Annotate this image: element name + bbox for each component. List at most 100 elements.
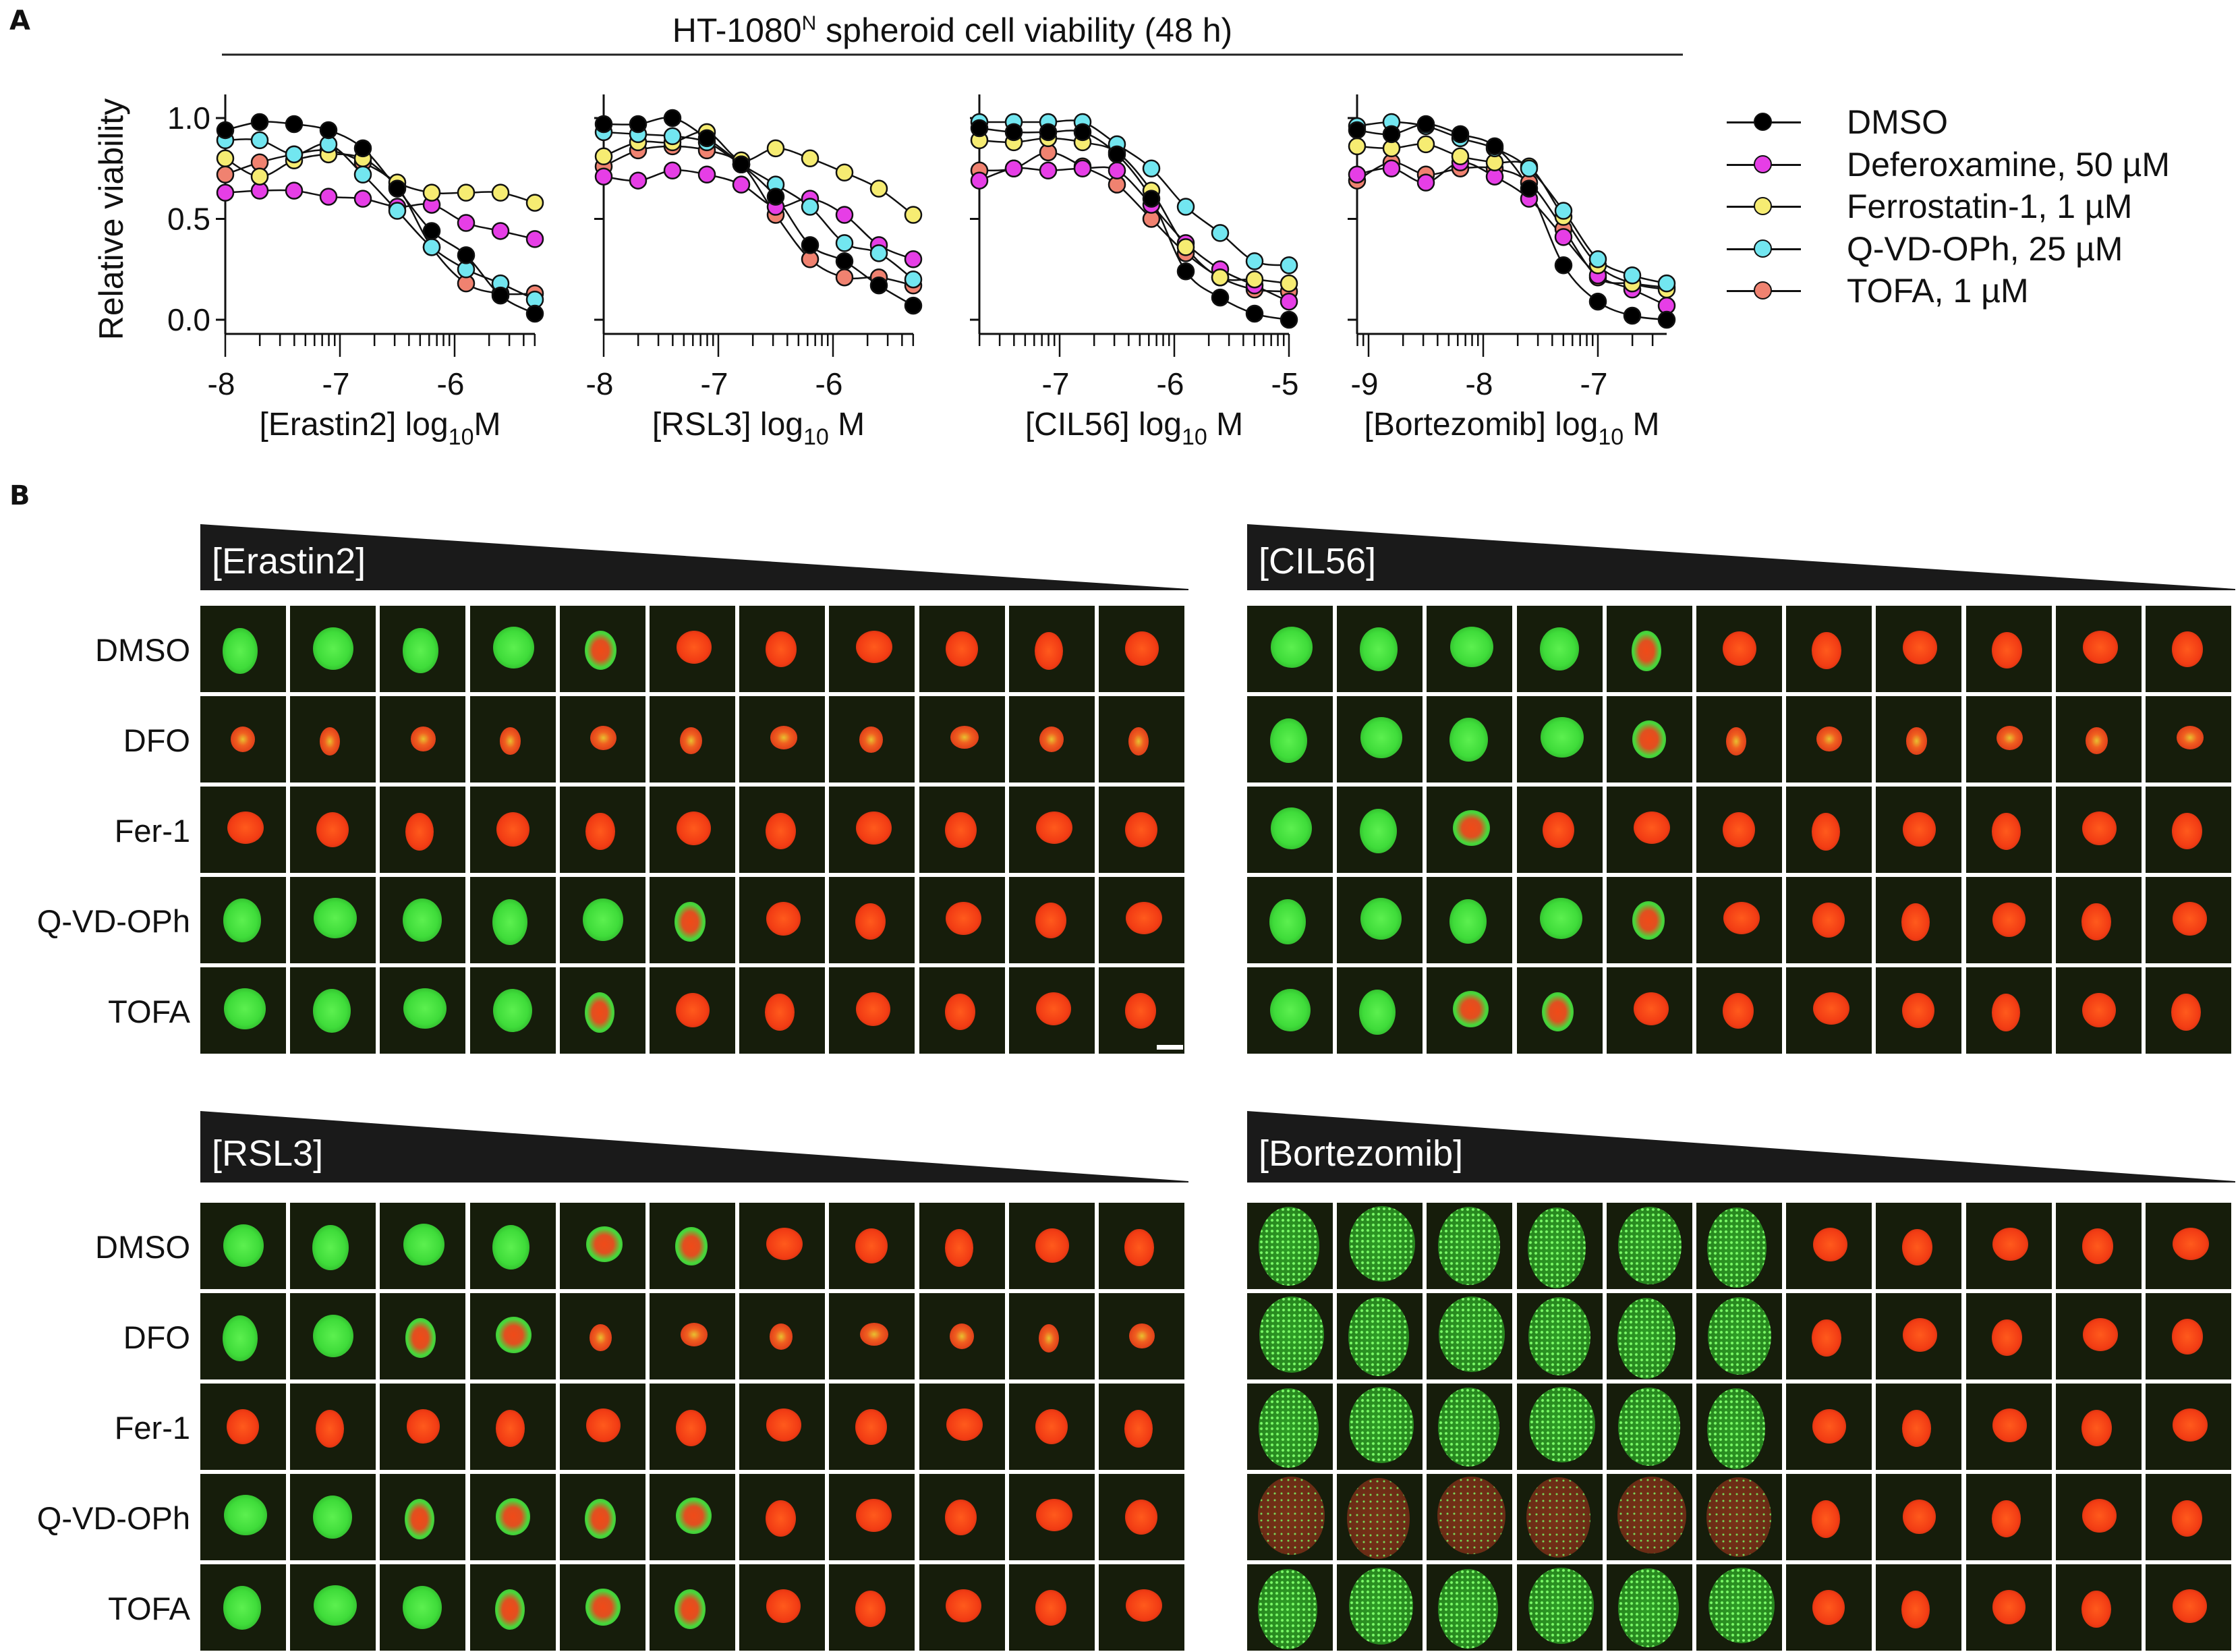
spheroid: [1437, 1568, 1498, 1649]
legend-marker-icon: [1727, 109, 1801, 136]
spheroid: [1991, 1500, 2021, 1537]
spheroid-image: [2146, 696, 2231, 782]
spheroid-image: [2055, 606, 2142, 692]
legend-item: Deferoxamine, 50 µM: [1727, 144, 2170, 186]
spheroid-image: [1099, 967, 1184, 1054]
spheroid: [2171, 812, 2202, 849]
spheroid: [2082, 992, 2116, 1027]
spheroid-image: [380, 1564, 466, 1651]
spheroid: [496, 1317, 532, 1354]
data-point-dmso: [1176, 262, 1195, 281]
spheroid-image: [919, 1203, 1005, 1289]
spheroid-image: [1247, 1384, 1333, 1470]
spheroid-image: [2055, 1474, 2142, 1560]
spheroid: [770, 726, 798, 750]
row-label: TOFA: [108, 1591, 190, 1626]
row-label: DMSO: [95, 632, 190, 668]
x-label-subscript: 10: [1598, 424, 1624, 450]
spheroid-image: [1786, 606, 1872, 692]
spheroid: [1035, 992, 1072, 1026]
data-point-dmso: [766, 188, 785, 206]
spheroid: [1129, 1323, 1155, 1348]
fit-curve-dmso: [603, 117, 914, 307]
spheroid: [2082, 631, 2119, 664]
spheroid: [676, 992, 710, 1027]
spheroid-image: [200, 1474, 286, 1560]
spheroid-image: [1786, 877, 1872, 963]
spheroid-image: [829, 1384, 915, 1470]
spheroid: [1632, 901, 1665, 940]
spheroid-image: [1427, 606, 1513, 692]
spheroid: [1540, 898, 1582, 940]
x-tick-label: -7: [1580, 366, 1608, 401]
title-main: HT-1080: [672, 11, 802, 49]
spheroid: [856, 630, 893, 663]
data-point-q-vd-oph: [1588, 250, 1607, 268]
spheroid-image: [1247, 1293, 1333, 1379]
spheroid: [1901, 903, 1930, 942]
spheroid-image: [1696, 1293, 1782, 1379]
spheroid-image: [1099, 1384, 1184, 1470]
spheroid-image: [380, 877, 466, 963]
fit-curve-ferrostatin-1: [603, 130, 914, 216]
row-label: Q-VD-OPh: [36, 1500, 190, 1536]
spheroid-image: [1786, 967, 1872, 1054]
concentration-wedge: [Bortezomib]: [1247, 1111, 2235, 1183]
data-point-dmso: [1211, 288, 1230, 307]
spheroid: [1902, 993, 1935, 1028]
spheroid: [493, 627, 535, 669]
spheroid-image: [1606, 606, 1692, 692]
spheroid-image: [469, 1384, 556, 1470]
x-tick-label: -5: [1271, 366, 1299, 401]
spheroid-image: [739, 1384, 826, 1470]
spheroid: [855, 1590, 886, 1627]
spheroid-image: [829, 1203, 915, 1289]
spheroid-image: [1965, 1293, 2052, 1379]
spheroid: [2081, 1590, 2111, 1628]
data-point-deferoxamine: [1348, 165, 1367, 183]
spheroid-image: [1786, 696, 1872, 782]
spheroid: [1901, 1409, 1932, 1447]
spheroid: [769, 1323, 793, 1350]
spheroid-image: [1247, 696, 1333, 782]
data-point-q-vd-oph: [869, 244, 888, 262]
spheroid: [402, 627, 439, 673]
spheroid-image: [469, 787, 556, 873]
spheroid-image: [1427, 967, 1513, 1054]
data-point-deferoxamine: [1039, 161, 1058, 179]
legend-item: Ferrostatin-1, 1 µM: [1727, 186, 2170, 228]
spheroid: [590, 726, 617, 751]
data-point-deferoxamine: [970, 171, 989, 190]
spheroid: [676, 631, 712, 664]
x-tick-label: -6: [1157, 366, 1184, 401]
spheroid-image: [1965, 967, 2052, 1054]
spheroid-image: [1008, 696, 1095, 782]
spheroid-image: [559, 1564, 645, 1651]
data-point-dmso: [904, 296, 923, 315]
spheroid-image: [1696, 1384, 1782, 1470]
data-point-dmso: [250, 113, 269, 132]
data-point-q-vd-oph: [1176, 198, 1195, 216]
spheroid: [1812, 903, 1845, 938]
spheroid-image: [829, 1474, 915, 1560]
data-point-dmso: [1623, 306, 1642, 325]
spheroid-image: [1606, 1203, 1692, 1289]
spheroid: [1539, 627, 1579, 671]
spheroid: [312, 989, 351, 1033]
spheroid: [1722, 993, 1754, 1029]
spheroid-image: [650, 1293, 735, 1379]
data-point-deferoxamine: [491, 222, 510, 240]
spheroid: [2172, 1589, 2207, 1624]
spheroid: [403, 899, 442, 942]
spheroid-image: [1337, 787, 1423, 873]
spheroid: [1039, 727, 1064, 752]
compound-title: [Bortezomib]: [1259, 1133, 1464, 1174]
spheroid: [495, 1409, 525, 1447]
spheroid-image: [1099, 1474, 1184, 1560]
spheroid-image: [559, 967, 645, 1054]
spheroid-image: [1008, 1293, 1095, 1379]
wedge-triangle: [1247, 1111, 2235, 1183]
x-label-main: [CIL56] log: [1025, 407, 1182, 443]
spheroid-image: [1786, 1564, 1872, 1651]
spheroid-image: [919, 1384, 1005, 1470]
